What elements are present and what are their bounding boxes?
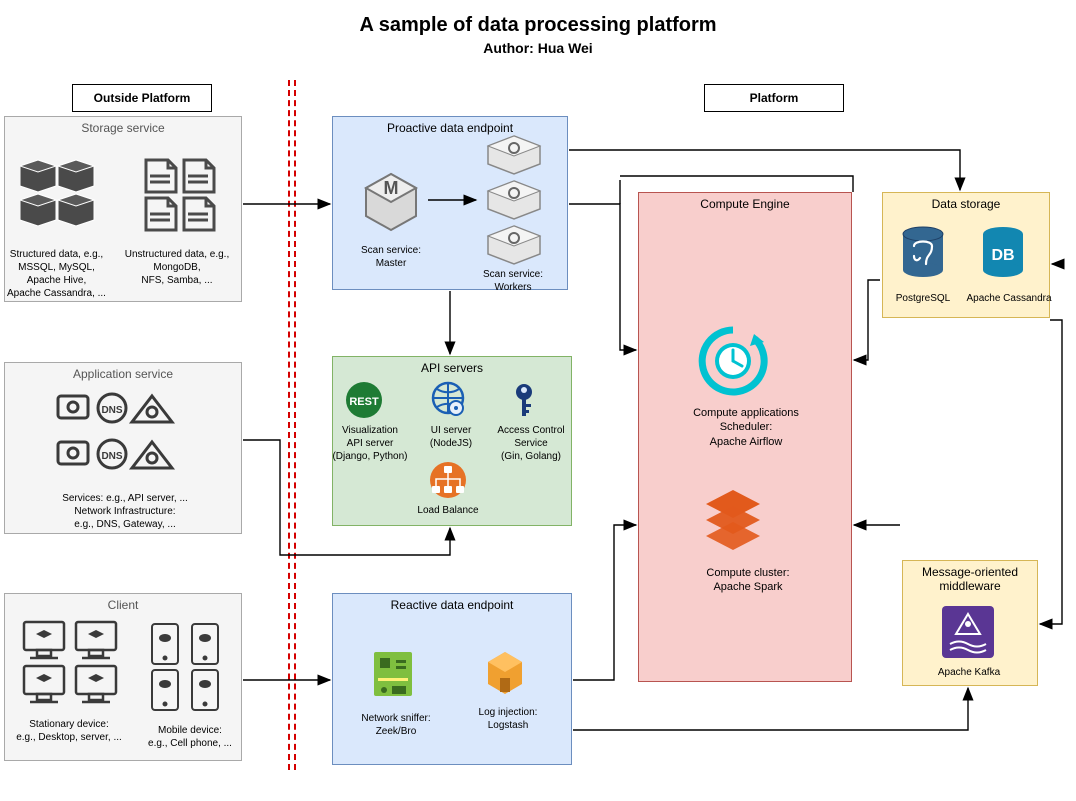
- client-title: Client: [5, 594, 241, 616]
- log-injection-caption: Log injection: Logstash: [460, 706, 556, 732]
- outside-header: Outside Platform: [72, 84, 212, 112]
- middleware-title: Message-oriented middleware: [903, 561, 1037, 597]
- platform-header: Platform: [704, 84, 844, 112]
- unstructured-data-caption: Unstructured data, e.g., MongoDB, NFS, S…: [112, 248, 242, 287]
- svg-text:DB: DB: [991, 247, 1014, 264]
- svg-text:REST: REST: [349, 396, 379, 408]
- kafka-icon: [940, 604, 996, 660]
- ui-server-caption: UI server (NodeJS): [416, 424, 486, 450]
- scan-master-icon: M: [356, 168, 426, 238]
- access-control-icon: [506, 380, 542, 420]
- postgresql-icon: [898, 224, 948, 280]
- airflow-caption: Compute applications Scheduler: Apache A…: [656, 406, 836, 449]
- network-sniffer-icon: [370, 648, 416, 700]
- airflow-icon: [694, 322, 772, 400]
- rest-api-caption: Visualization API server (Django, Python…: [330, 424, 410, 463]
- application-service-title: Application service: [5, 363, 241, 385]
- mobile-device-caption: Mobile device: e.g., Cell phone, ...: [138, 724, 242, 750]
- load-balance-icon: [428, 460, 468, 500]
- application-service-caption: Services: e.g., API server, ... Network …: [40, 492, 210, 531]
- scan-workers-icon: [478, 132, 550, 268]
- load-balance-caption: Load Balance: [408, 504, 488, 517]
- cassandra-icon: DB: [978, 224, 1028, 280]
- divider-line-2: [294, 80, 296, 770]
- stationary-device-caption: Stationary device: e.g., Desktop, server…: [4, 718, 134, 744]
- structured-data-icon: [20, 152, 112, 232]
- unstructured-data-icon: [140, 158, 224, 234]
- storage-service-title: Storage service: [5, 117, 241, 139]
- application-service-icons: DNS DNS: [56, 392, 196, 484]
- page-title: A sample of data processing platform: [0, 14, 1076, 37]
- cassandra-caption: Apache Cassandra: [962, 292, 1056, 305]
- divider-line-1: [288, 80, 290, 770]
- scan-workers-caption: Scan service: Workers: [470, 268, 556, 294]
- svg-text:M: M: [384, 178, 399, 198]
- network-sniffer-caption: Network sniffer: Zeek/Bro: [346, 712, 446, 738]
- log-injection-icon: [482, 648, 528, 700]
- svg-text:DNS: DNS: [101, 405, 122, 416]
- reactive-box: Reactive data endpoint: [332, 593, 572, 765]
- spark-icon: [694, 480, 772, 558]
- spark-caption: Compute cluster: Apache Spark: [668, 566, 828, 595]
- compute-engine-title: Compute Engine: [639, 193, 851, 215]
- stationary-device-icon: [22, 620, 122, 708]
- kafka-caption: Apache Kafka: [914, 666, 1024, 679]
- structured-data-caption: Structured data, e.g., MSSQL, MySQL, Apa…: [4, 248, 109, 300]
- data-storage-title: Data storage: [883, 193, 1049, 215]
- access-control-caption: Access Control Service (Gin, Golang): [490, 424, 572, 463]
- api-servers-title: API servers: [333, 357, 571, 379]
- page-subtitle: Author: Hua Wei: [0, 40, 1076, 56]
- rest-api-icon: REST: [344, 380, 384, 420]
- svg-text:DNS: DNS: [101, 451, 122, 462]
- reactive-title: Reactive data endpoint: [333, 594, 571, 616]
- postgresql-caption: PostgreSQL: [884, 292, 962, 305]
- ui-server-icon: [428, 380, 468, 420]
- scan-master-caption: Scan service: Master: [348, 244, 434, 270]
- mobile-device-icon: [148, 620, 232, 714]
